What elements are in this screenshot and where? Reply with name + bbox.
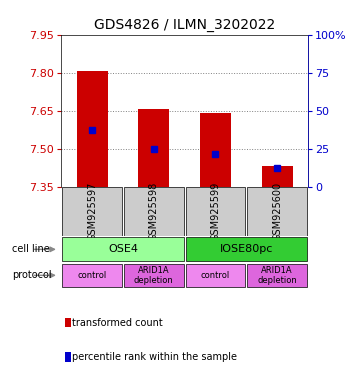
Text: IOSE80pc: IOSE80pc bbox=[220, 244, 273, 254]
Title: GDS4826 / ILMN_3202022: GDS4826 / ILMN_3202022 bbox=[94, 18, 275, 32]
Text: GSM925599: GSM925599 bbox=[210, 182, 220, 241]
Bar bbox=[62, 187, 122, 235]
Text: GSM925597: GSM925597 bbox=[87, 182, 97, 241]
Text: GSM925598: GSM925598 bbox=[149, 182, 159, 241]
Bar bbox=[62, 264, 122, 287]
Bar bbox=[262, 166, 293, 187]
Text: protocol: protocol bbox=[12, 270, 52, 280]
Text: ARID1A
depletion: ARID1A depletion bbox=[134, 266, 174, 285]
Bar bbox=[200, 113, 231, 187]
Text: control: control bbox=[201, 271, 230, 280]
Text: GSM925600: GSM925600 bbox=[272, 182, 282, 241]
Bar bbox=[186, 264, 245, 287]
Bar bbox=[77, 71, 107, 187]
Bar bbox=[186, 187, 245, 235]
Text: OSE4: OSE4 bbox=[108, 244, 138, 254]
Text: ARID1A
depletion: ARID1A depletion bbox=[257, 266, 297, 285]
Bar bbox=[247, 187, 307, 235]
Bar bbox=[124, 187, 184, 235]
Bar bbox=[247, 264, 307, 287]
Bar bbox=[138, 109, 169, 187]
Text: control: control bbox=[77, 271, 107, 280]
Bar bbox=[186, 237, 307, 262]
Text: cell line: cell line bbox=[12, 244, 50, 254]
Bar bbox=[124, 264, 184, 287]
Text: percentile rank within the sample: percentile rank within the sample bbox=[72, 352, 237, 362]
Text: transformed count: transformed count bbox=[72, 318, 162, 328]
Bar bbox=[62, 237, 184, 262]
